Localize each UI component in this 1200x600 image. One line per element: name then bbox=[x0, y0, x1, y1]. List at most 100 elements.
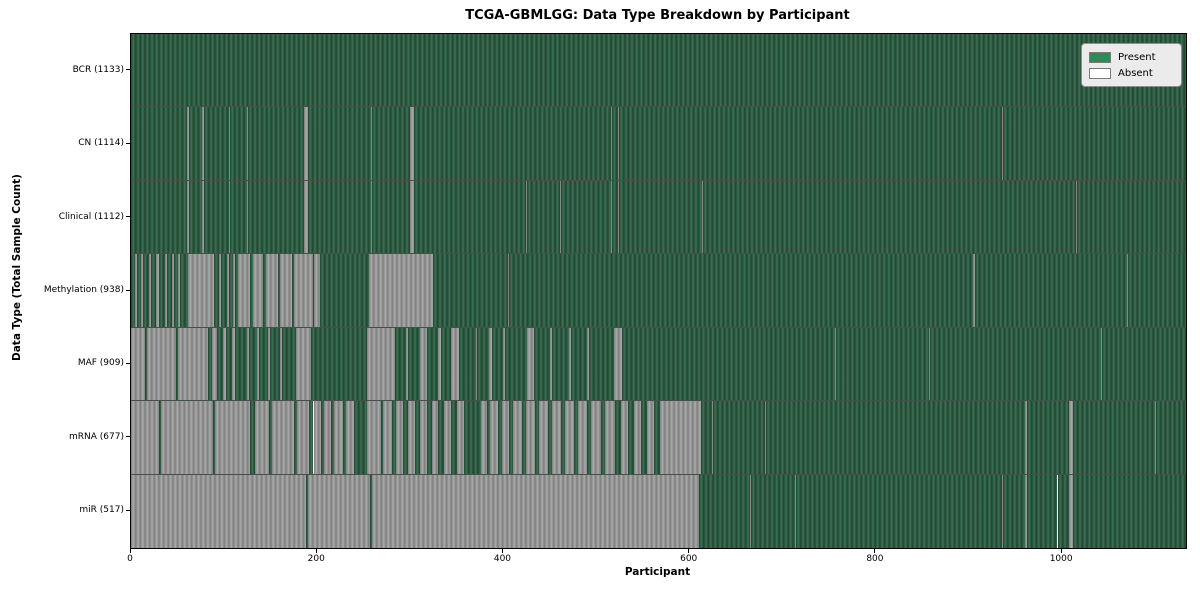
row-miR bbox=[131, 474, 1186, 548]
absent-segment bbox=[525, 401, 536, 474]
present-segment bbox=[229, 107, 248, 180]
x-tick-mark bbox=[129, 549, 131, 553]
present-segment bbox=[427, 401, 432, 474]
y-tick-label-mRNA: mRNA (677) bbox=[69, 431, 124, 442]
absent-segment bbox=[131, 474, 307, 548]
row-mRNA bbox=[131, 401, 1186, 475]
absent-segment bbox=[443, 401, 452, 474]
present-segment bbox=[354, 401, 367, 474]
present-segment bbox=[438, 401, 444, 474]
present-segment bbox=[248, 107, 305, 180]
present-segment bbox=[589, 327, 615, 401]
present-segment bbox=[370, 474, 373, 548]
absent-segment bbox=[296, 401, 309, 474]
present-segment bbox=[258, 327, 268, 401]
absent-segment bbox=[503, 327, 506, 401]
x-tick-label-800: 800 bbox=[866, 554, 884, 564]
present-segment bbox=[131, 107, 187, 180]
row-CN bbox=[131, 107, 1186, 181]
present-segment bbox=[402, 401, 408, 474]
present-segment bbox=[492, 327, 504, 401]
present-segment bbox=[766, 401, 976, 474]
y-tick-label-Methylation: Methylation (938) bbox=[43, 285, 124, 295]
present-segment bbox=[278, 254, 280, 327]
present-segment bbox=[250, 254, 253, 327]
absent-segment bbox=[186, 107, 189, 180]
present-segment bbox=[175, 327, 178, 401]
chart-title: TCGA-GBMLGG: Data Type Breakdown by Part… bbox=[465, 8, 850, 23]
present-segment bbox=[561, 180, 612, 254]
present-segment bbox=[574, 401, 578, 474]
absent-segment bbox=[323, 401, 332, 474]
absent-segment bbox=[659, 401, 701, 474]
present-segment bbox=[414, 107, 612, 180]
absent-segment bbox=[266, 254, 279, 327]
present-segment bbox=[158, 401, 161, 474]
absent-segment bbox=[295, 327, 311, 401]
present-segment bbox=[144, 327, 147, 401]
absent-segment bbox=[146, 327, 176, 401]
present-segment bbox=[1026, 474, 1058, 548]
present-segment bbox=[551, 327, 569, 401]
present-segment bbox=[225, 327, 233, 401]
x-tick-label-600: 600 bbox=[680, 554, 698, 564]
absent-segment bbox=[611, 107, 613, 180]
present-segment bbox=[158, 254, 166, 327]
present-segment bbox=[654, 401, 660, 474]
present-segment bbox=[372, 180, 411, 254]
absent-segment bbox=[1024, 401, 1027, 474]
absent-segment bbox=[271, 401, 294, 474]
absent-segment bbox=[611, 180, 613, 254]
present-segment bbox=[526, 180, 561, 254]
present-segment bbox=[180, 254, 188, 327]
present-segment bbox=[497, 401, 502, 474]
absent-segment bbox=[219, 254, 222, 327]
present-segment bbox=[451, 401, 457, 474]
absent-segment bbox=[247, 107, 249, 180]
absent-segment bbox=[1068, 401, 1074, 474]
absent-segment bbox=[538, 401, 549, 474]
absent-segment bbox=[232, 327, 236, 401]
present-segment bbox=[427, 327, 439, 401]
present-segment bbox=[307, 107, 372, 180]
absent-segment bbox=[396, 401, 403, 474]
absent-segment bbox=[228, 107, 230, 180]
absent-segment bbox=[419, 327, 428, 401]
present-segment bbox=[131, 34, 1186, 107]
present-segment bbox=[136, 254, 142, 327]
absent-segment bbox=[201, 180, 204, 254]
present-segment bbox=[522, 401, 526, 474]
present-segment bbox=[208, 327, 212, 401]
y-tick-label-CN: CN (1114) bbox=[78, 138, 124, 149]
present-segment bbox=[188, 107, 202, 180]
absent-segment bbox=[834, 327, 836, 401]
present-segment bbox=[212, 401, 215, 474]
absent-segment bbox=[131, 327, 145, 401]
legend-swatch-present bbox=[1089, 51, 1111, 63]
present-segment bbox=[570, 327, 588, 401]
present-segment bbox=[143, 254, 149, 327]
present-segment bbox=[263, 254, 266, 327]
x-tick-mark bbox=[315, 549, 317, 553]
absent-segment bbox=[481, 401, 487, 474]
absent-segment bbox=[456, 401, 465, 474]
legend-label: Absent bbox=[1118, 67, 1153, 79]
absent-segment bbox=[226, 254, 229, 327]
absent-segment bbox=[972, 254, 975, 327]
absent-segment bbox=[1068, 474, 1074, 548]
present-segment bbox=[1058, 474, 1069, 548]
present-segment bbox=[1073, 474, 1186, 548]
present-segment bbox=[702, 180, 1077, 254]
present-segment bbox=[835, 327, 929, 401]
y-tick-mark bbox=[126, 142, 130, 144]
absent-segment bbox=[617, 180, 619, 254]
absent-segment bbox=[314, 254, 321, 327]
absent-segment bbox=[712, 401, 713, 474]
present-segment bbox=[612, 107, 618, 180]
present-segment bbox=[628, 401, 634, 474]
absent-segment bbox=[383, 401, 392, 474]
present-segment bbox=[1073, 401, 1156, 474]
present-segment bbox=[343, 401, 347, 474]
absent-segment bbox=[333, 401, 344, 474]
present-segment bbox=[391, 401, 397, 474]
